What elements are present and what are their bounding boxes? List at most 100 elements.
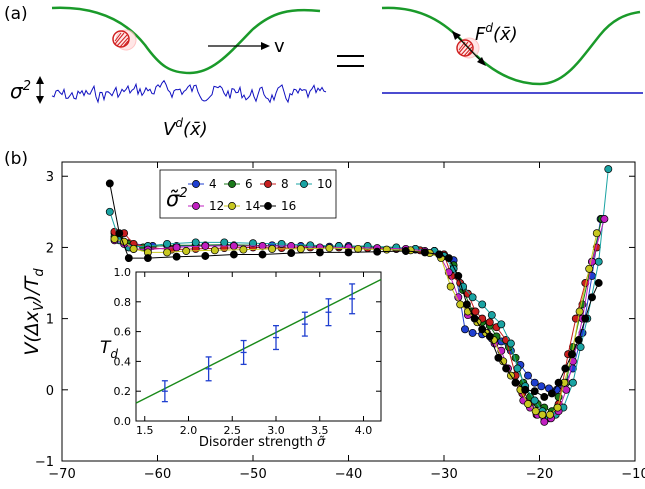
data-point [513, 364, 522, 373]
inset-x-axis-label: Disorder strength σ̃ [199, 435, 326, 450]
inset-y-tick-label: 1.0 [114, 266, 132, 279]
data-point [524, 371, 532, 380]
data-point [531, 407, 540, 416]
inset-x-tick-label: 2.0 [180, 424, 198, 437]
data-point [363, 242, 372, 250]
main-x-tick-label: −10 [621, 467, 645, 482]
legend-label: 10 [317, 177, 332, 191]
data-point [296, 244, 305, 253]
data-point [585, 264, 594, 273]
inset-plot-frame [135, 271, 382, 422]
main-x-tick-label: −50 [239, 467, 266, 482]
data-point [561, 364, 570, 373]
main-y-tick-label: 1 [46, 313, 54, 328]
data-point [497, 320, 506, 329]
inset-x-tick-label: 3.5 [311, 424, 329, 437]
legend-label: 6 [245, 177, 253, 191]
legend-marker [192, 180, 200, 188]
trap-potential-left [51, 6, 321, 75]
inset-error-bar [273, 324, 279, 351]
legend-marker [300, 180, 308, 188]
inset-error-bar [301, 311, 308, 337]
series-16 [105, 179, 603, 401]
data-point [506, 339, 515, 348]
equals-sign [337, 55, 364, 67]
data-point [191, 238, 200, 247]
inset-axis-ticks: 1.5 2.0 2.5 3.0 3.5 4.0 0.0 0.2 0.4 0.6 0.8 1.0 [114, 266, 381, 437]
data-point [201, 252, 210, 260]
data-point [258, 242, 267, 250]
data-point [574, 336, 583, 344]
inset-x-tick-label: 1.5 [136, 424, 154, 437]
legend-marker [264, 202, 272, 210]
data-point [354, 244, 363, 253]
data-point [124, 254, 133, 263]
data-point [537, 382, 546, 391]
data-point [182, 247, 191, 255]
inset-y-tick-label: 0.6 [114, 326, 132, 339]
data-point [105, 207, 114, 216]
data-point [268, 244, 277, 253]
legend-entry-10: 10 [296, 177, 332, 191]
data-point [163, 239, 172, 248]
data-point [454, 271, 463, 280]
trap-potential-right [381, 6, 641, 86]
data-point [511, 378, 520, 387]
data-point [344, 248, 353, 257]
data-point [435, 250, 444, 259]
inset-error-bar [161, 380, 168, 403]
data-point [129, 244, 138, 253]
data-point [229, 242, 238, 250]
data-point [220, 238, 229, 247]
data-point [568, 378, 577, 387]
data-point [115, 229, 124, 238]
disorder-potential-trace [51, 79, 327, 104]
inset-x-tick-label: 3.0 [267, 424, 285, 437]
data-point [172, 243, 181, 252]
velocity-label: v [274, 36, 285, 57]
legend-label: 4 [209, 177, 217, 191]
inset-y-tick-label: 0.2 [114, 385, 132, 398]
data-point [229, 250, 238, 259]
velocity-arrowhead [261, 42, 270, 50]
data-point [562, 385, 571, 394]
data-point [581, 314, 590, 323]
data-point [306, 241, 315, 250]
legend-entry-4: 4 [188, 177, 217, 191]
main-y-tick-label: −1 [35, 455, 54, 470]
data-point [485, 318, 494, 327]
main-x-tick-label: −70 [48, 467, 75, 482]
data-point [530, 378, 539, 387]
data-point [530, 396, 539, 405]
data-point [540, 417, 549, 426]
legend-box [159, 169, 337, 219]
legend-entry-6: 6 [224, 177, 253, 191]
main-x-tick-label: −60 [144, 467, 171, 482]
sigma-arrow [36, 76, 44, 104]
inset-y-tick-label: 0.4 [114, 355, 132, 368]
data-point [462, 300, 471, 309]
main-y-tick-label: 3 [46, 170, 54, 185]
legend-entries: 4 6 8 10 12 14 16 [188, 177, 332, 213]
data-point [568, 350, 576, 359]
main-x-tick-label: −30 [430, 467, 457, 482]
data-point [471, 307, 480, 316]
data-point [588, 293, 596, 302]
data-point [594, 279, 603, 287]
inset-error-bar [349, 283, 356, 315]
data-point [478, 300, 487, 309]
inset-y-tick-label: 0.8 [114, 296, 132, 309]
data-point [110, 234, 119, 243]
legend-label: 16 [281, 199, 296, 213]
data-point [470, 314, 479, 323]
data-point [456, 300, 465, 309]
data-point [249, 239, 257, 248]
data-point [478, 325, 487, 334]
legend: σ̃2 4 6 8 10 12 14 16 [159, 169, 337, 219]
panel-a: (a) v σ2 Vd(x̄) [4, 4, 643, 140]
main-series-group [105, 165, 613, 426]
main-y-tick-label: 2 [46, 241, 54, 256]
inset-x-tick-label: 4.0 [355, 424, 373, 437]
